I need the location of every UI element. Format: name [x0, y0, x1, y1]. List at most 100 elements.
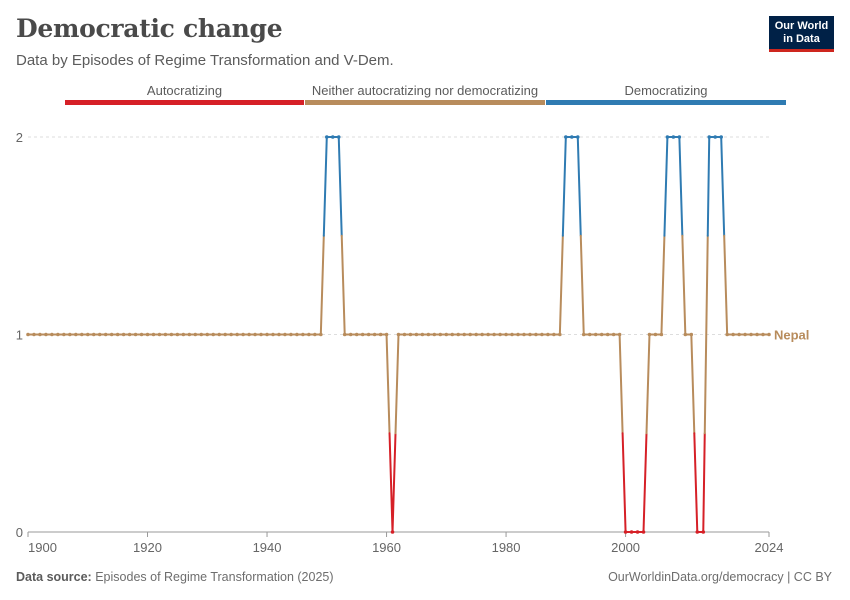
data-point	[103, 332, 108, 337]
data-point	[456, 332, 461, 337]
data-point	[277, 332, 281, 337]
logo-line-2: in Data	[783, 33, 820, 45]
series-segment	[322, 136, 328, 237]
data-point	[319, 332, 323, 337]
data-point	[701, 530, 706, 534]
data-point	[163, 332, 168, 337]
data-point	[139, 332, 144, 337]
y-tick-label-1: 1	[16, 328, 23, 343]
data-point	[360, 332, 365, 337]
owid-logo[interactable]: Our World in Data	[769, 16, 834, 52]
series-segment	[706, 136, 711, 237]
footer-link[interactable]: OurWorldinData.org/democracy | CC BY	[608, 570, 832, 584]
x-tick-label-1: 1920	[133, 540, 162, 555]
data-point	[187, 332, 192, 337]
data-point	[62, 332, 66, 337]
data-point	[283, 332, 287, 337]
data-point	[653, 332, 658, 337]
series-segment	[385, 333, 391, 435]
data-point	[223, 332, 228, 337]
data-point	[486, 332, 490, 337]
data-point	[91, 332, 96, 337]
data-point	[289, 332, 293, 337]
data-point	[498, 332, 502, 337]
data-point	[229, 332, 233, 337]
series-segment	[663, 136, 669, 237]
series-segment	[693, 432, 699, 533]
series-segment	[660, 234, 666, 336]
legend-label-0: Autocratizing	[147, 83, 222, 98]
series-segment	[681, 234, 687, 336]
data-point	[659, 332, 664, 337]
series-segment	[337, 136, 343, 237]
series-segment	[394, 333, 400, 435]
data-point	[74, 332, 78, 337]
data-point	[575, 135, 580, 139]
data-point	[109, 332, 114, 337]
data-point	[731, 332, 735, 337]
data-point	[438, 332, 443, 337]
data-point	[313, 332, 317, 337]
data-point	[683, 332, 688, 337]
data-point	[689, 332, 694, 337]
data-source-text[interactable]: Episodes of Regime Transformation (2025)	[95, 570, 334, 584]
legend-label-1: Neither autocratizing nor democratizing	[312, 83, 538, 98]
data-source: Data source: Episodes of Regime Transfor…	[16, 570, 334, 584]
data-point	[68, 332, 72, 337]
data-point	[605, 332, 610, 337]
data-point	[271, 332, 275, 337]
series-segment	[621, 432, 627, 533]
data-point	[462, 332, 467, 337]
data-point	[432, 332, 437, 337]
data-point	[348, 332, 353, 337]
data-point	[169, 332, 174, 337]
data-point	[713, 135, 718, 139]
data-point	[330, 135, 335, 139]
data-point	[611, 332, 616, 337]
data-point	[390, 530, 395, 534]
data-point	[26, 332, 30, 337]
data-point	[414, 332, 419, 337]
data-point	[378, 332, 383, 337]
data-point	[127, 332, 132, 337]
series-segment	[576, 136, 582, 237]
legend-label-2: Democratizing	[624, 83, 707, 98]
series-segment	[690, 333, 696, 435]
data-point	[56, 332, 60, 337]
data-point	[564, 135, 568, 139]
data-point	[342, 332, 347, 337]
series-segment	[702, 432, 706, 533]
x-tick-label-2: 1940	[253, 540, 282, 555]
data-point	[749, 332, 753, 337]
data-source-label: Data source:	[16, 570, 92, 584]
data-point	[247, 332, 251, 337]
data-point	[372, 332, 377, 337]
data-point	[569, 135, 574, 139]
data-point	[581, 332, 586, 337]
data-point	[408, 332, 413, 337]
data-point	[157, 332, 162, 337]
data-point	[623, 530, 628, 534]
data-point	[635, 530, 640, 534]
data-point	[366, 332, 371, 337]
data-point	[420, 332, 425, 337]
data-point	[97, 332, 102, 337]
series-segment	[558, 234, 564, 336]
series-segment	[723, 234, 729, 336]
data-point	[599, 332, 604, 337]
data-point	[677, 135, 682, 139]
data-point	[474, 332, 478, 337]
data-point	[175, 332, 180, 337]
data-point	[468, 332, 473, 337]
series-segment	[703, 234, 709, 435]
data-point	[593, 332, 598, 337]
data-point	[205, 332, 210, 337]
x-tick-label-4: 1980	[492, 540, 521, 555]
legend-bar-1	[305, 100, 545, 105]
data-point	[301, 332, 305, 337]
data-point	[241, 332, 245, 337]
x-tick-label-3: 1960	[372, 540, 401, 555]
data-point	[193, 332, 198, 337]
data-point	[450, 332, 455, 337]
